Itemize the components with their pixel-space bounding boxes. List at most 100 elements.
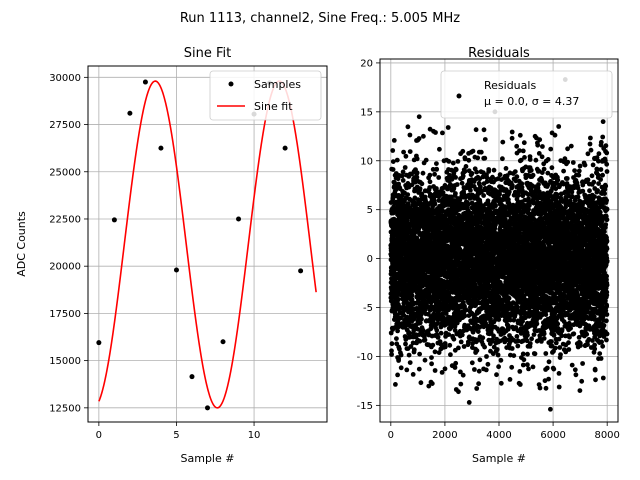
residual-point xyxy=(430,342,436,348)
residual-point xyxy=(493,203,498,209)
residual-point xyxy=(474,386,480,391)
sample-point xyxy=(220,339,226,345)
residual-point xyxy=(420,327,426,333)
residual-point xyxy=(414,156,420,162)
residual-point xyxy=(419,191,425,197)
residual-point xyxy=(427,172,433,178)
residual-point xyxy=(500,156,505,162)
residual-point xyxy=(458,339,464,345)
residual-point xyxy=(406,352,412,358)
residual-point xyxy=(445,125,451,130)
sine-fit-xtick-label: 0 xyxy=(96,430,102,441)
residual-point xyxy=(507,377,513,382)
residual-point xyxy=(469,360,475,366)
residual-point xyxy=(432,349,438,355)
residual-point xyxy=(509,135,515,141)
residual-point xyxy=(498,357,504,363)
residual-point xyxy=(417,351,422,357)
residual-point xyxy=(429,361,434,367)
sample-point xyxy=(173,267,179,273)
residual-point xyxy=(468,188,473,193)
residual-point xyxy=(404,367,410,373)
sample-point xyxy=(111,217,117,223)
sine-fit-ytick-label: 15000 xyxy=(49,356,81,367)
residual-point xyxy=(417,186,423,192)
sine-fit-legend: Samples Sine fit xyxy=(209,70,322,121)
residual-point xyxy=(509,364,515,370)
residual-point xyxy=(407,149,413,155)
residual-point xyxy=(454,182,460,187)
residual-point xyxy=(398,352,404,358)
residual-point xyxy=(440,130,445,136)
residual-point xyxy=(405,192,411,198)
residual-point xyxy=(409,182,415,188)
residual-point xyxy=(495,352,501,358)
sine-fit-xtick-label: 10 xyxy=(248,430,261,441)
residual-point xyxy=(453,191,458,196)
residual-point xyxy=(456,345,461,351)
residual-point xyxy=(469,171,475,176)
residual-point xyxy=(496,364,501,370)
residual-point xyxy=(497,172,503,178)
sine-fit-legend-box xyxy=(209,70,322,121)
residual-point xyxy=(482,344,487,350)
sine-fit-ytick-label: 25000 xyxy=(49,167,81,178)
residual-point xyxy=(435,335,441,340)
residual-point xyxy=(405,201,411,207)
residual-point xyxy=(520,362,526,368)
residual-point xyxy=(460,372,466,378)
sine-fit-xtick-label: 5 xyxy=(173,430,179,441)
residual-point xyxy=(395,372,400,378)
residual-point xyxy=(396,297,401,302)
residual-point xyxy=(459,332,465,338)
residual-point xyxy=(435,321,441,326)
residual-point xyxy=(494,347,500,352)
sample-point xyxy=(189,374,195,380)
residual-point xyxy=(389,352,394,357)
residual-point xyxy=(422,337,428,343)
residual-point xyxy=(447,342,453,348)
residual-point xyxy=(459,180,465,186)
residual-point xyxy=(418,380,424,386)
residual-point xyxy=(400,178,406,183)
residual-point xyxy=(417,320,423,326)
legend-samples-label: Samples xyxy=(254,78,301,91)
residual-point xyxy=(396,324,402,330)
residual-point xyxy=(478,149,484,155)
sine-fit-ytick-label: 30000 xyxy=(49,73,81,84)
residual-point xyxy=(462,313,468,319)
residual-point xyxy=(484,175,490,180)
residual-point xyxy=(395,328,400,334)
residual-point xyxy=(427,179,433,185)
residual-point xyxy=(389,348,394,354)
residual-point xyxy=(474,348,480,353)
residual-point xyxy=(434,327,440,333)
residuals-panel: Residuals 0 2000 4000 6000 8000-15-10-505101… xyxy=(357,46,620,465)
residual-point xyxy=(432,171,437,177)
residual-point xyxy=(393,382,398,387)
residual-point xyxy=(466,157,472,163)
residual-point xyxy=(398,365,404,371)
residual-point xyxy=(482,137,488,142)
residual-point xyxy=(477,357,483,363)
residual-point xyxy=(405,124,411,130)
residual-point xyxy=(453,167,459,173)
residual-point xyxy=(460,148,466,154)
residual-point xyxy=(434,161,439,167)
residuals-title: Residuals xyxy=(468,46,530,61)
sample-point xyxy=(298,268,304,274)
residual-point xyxy=(403,153,409,159)
residual-point xyxy=(452,365,458,370)
residual-point xyxy=(437,146,442,152)
residual-point xyxy=(485,361,491,367)
residual-point xyxy=(411,347,417,353)
legend-samples-marker xyxy=(228,81,234,87)
sine-fit-ytick-label: 22500 xyxy=(49,214,81,225)
residual-point xyxy=(484,354,489,359)
residual-point xyxy=(432,201,438,207)
residual-point xyxy=(422,357,428,363)
residual-point xyxy=(509,182,515,188)
sample-point xyxy=(236,216,242,222)
residual-point xyxy=(505,325,511,331)
